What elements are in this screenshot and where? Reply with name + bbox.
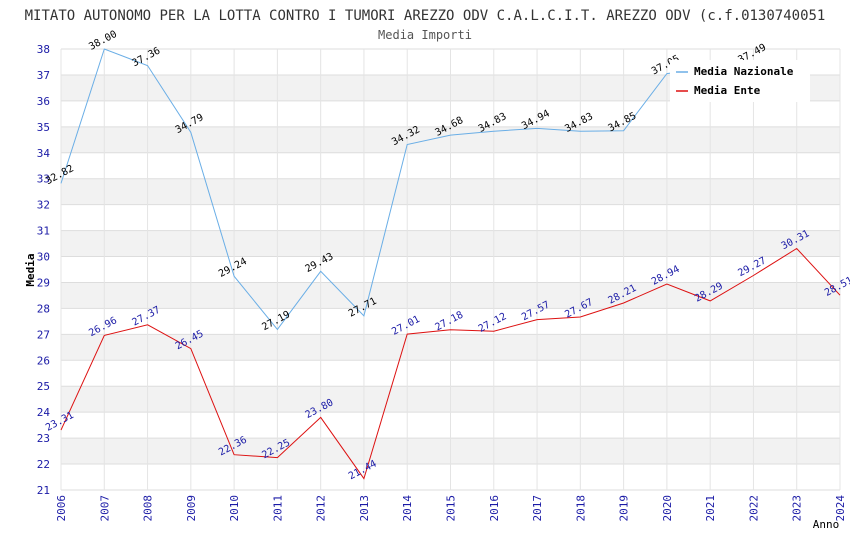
y-tick-label: 30: [37, 251, 50, 264]
x-tick-label: 2023: [791, 495, 804, 522]
y-tick-label: 21: [37, 484, 50, 497]
x-tick-label: 2015: [445, 495, 458, 522]
legend-label-media-ente: Media Ente: [694, 84, 761, 97]
y-tick-label: 23: [37, 432, 50, 445]
chart-title: MITATO AUTONOMO PER LA LOTTA CONTRO I TU…: [25, 8, 826, 24]
x-tick-label: 2016: [488, 495, 501, 522]
x-tick-label: 2009: [185, 495, 198, 522]
y-tick-label: 35: [37, 121, 50, 134]
x-tick-label: 2006: [55, 495, 68, 522]
grid-lines: [60, 48, 841, 491]
y-tick-label: 28: [37, 302, 50, 315]
x-tick-label: 2024: [834, 495, 847, 522]
y-tick-label: 22: [37, 458, 50, 471]
y-tick-label: 25: [37, 380, 50, 393]
y-tick-label: 26: [37, 354, 50, 367]
y-tick-label: 33: [37, 173, 50, 186]
y-tick-label: 36: [37, 95, 50, 108]
legend: Media Nazionale Media Ente: [670, 60, 810, 102]
y-tick-label: 27: [37, 328, 50, 341]
x-tick-label: 2021: [704, 495, 717, 522]
x-tick-label: 2010: [228, 495, 241, 522]
series-line-media-ente: [60, 247, 841, 480]
x-tick-label: 2018: [574, 495, 587, 522]
x-axis-ticks: 2006 2007 2008 2009 2010 2011 2012 2013 2014 2015…: [55, 495, 847, 522]
series-lines: [60, 48, 841, 480]
x-tick-label: 2011: [271, 495, 284, 522]
legend-box: [670, 60, 810, 102]
x-tick-label: 2019: [618, 495, 631, 522]
x-tick-label: 2014: [401, 495, 414, 522]
x-tick-label: 2013: [358, 495, 371, 522]
y-tick-label: 32: [37, 199, 50, 212]
x-tick-label: 2017: [531, 495, 544, 522]
x-tick-label: 2012: [315, 495, 328, 522]
y-tick-label: 31: [37, 225, 50, 238]
x-tick-label: 2020: [661, 495, 674, 522]
y-tick-label: 34: [37, 147, 51, 160]
chart-subtitle: Media Importi: [378, 28, 472, 42]
x-tick-label: 2007: [98, 495, 111, 522]
series-line-media-nazionale: [60, 48, 754, 331]
y-tick-label: 38: [37, 43, 50, 56]
x-tick-label: 2008: [142, 495, 155, 522]
y-tick-label: 29: [37, 276, 50, 289]
y-tick-label: 37: [37, 69, 50, 82]
legend-label-media-nazionale: Media Nazionale: [694, 65, 794, 78]
y-axis-label: Media: [24, 253, 37, 286]
x-axis-label: Anno: [813, 518, 840, 531]
y-tick-label: 24: [37, 406, 51, 419]
y-axis-ticks: 21 22 23 24 25 26 27 28 29 30 31 32 33 34 35 36 37 38: [37, 43, 51, 497]
x-tick-label: 2022: [747, 495, 760, 522]
